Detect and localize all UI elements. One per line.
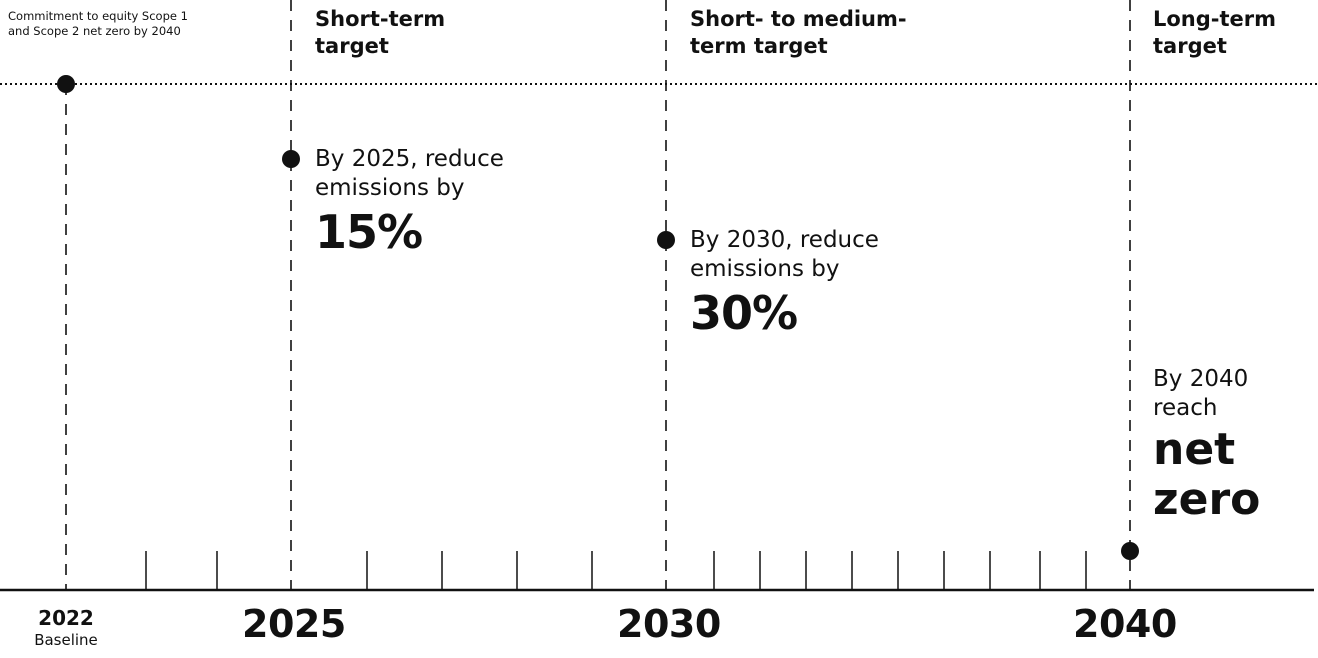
target-line1: By 2025, reduce	[315, 146, 504, 172]
marker-2025	[282, 150, 300, 168]
baseline-note: Commitment to equity Scope 1 and Scope 2…	[8, 9, 188, 38]
phase-label-line1: Short- to medium-	[690, 7, 907, 31]
phase-long-term: Long-term target	[1153, 6, 1276, 60]
phase-label-line2: target	[1153, 34, 1227, 58]
target-line1: By 2030, reduce	[690, 227, 879, 253]
phase-label-line2: term target	[690, 34, 828, 58]
target-value: 30%	[690, 286, 798, 340]
target-line2: emissions by	[690, 256, 840, 282]
target-line1: By 2040	[1153, 366, 1249, 392]
phase-label-line2: target	[315, 34, 389, 58]
target-2025: By 2025, reduce emissions by 15%	[315, 145, 504, 257]
target-line2: emissions by	[315, 175, 465, 201]
year-label-2030: 2030	[617, 602, 721, 646]
phase-short-term: Short-term target	[315, 6, 445, 60]
target-value-line1: net	[1153, 424, 1236, 475]
year-label-2022: 2022	[38, 606, 94, 630]
year-sublabel-baseline: Baseline	[34, 631, 98, 649]
year-label-2040: 2040	[1073, 602, 1177, 646]
marker-2022	[57, 75, 75, 93]
phase-label-line1: Short-term	[315, 7, 446, 31]
marker-2030	[657, 231, 675, 249]
target-value-line2: zero	[1153, 474, 1261, 525]
year-label-2025: 2025	[242, 602, 346, 646]
target-value: 15%	[315, 205, 423, 259]
marker-2040	[1121, 542, 1139, 560]
phase-short-medium-term: Short- to medium- term target	[690, 6, 907, 60]
target-line2: reach	[1153, 395, 1218, 421]
axis-ticks	[145, 551, 1087, 590]
target-2030: By 2030, reduce emissions by 30%	[690, 226, 879, 338]
phase-label-line1: Long-term	[1153, 7, 1277, 31]
target-2040: By 2040 reach net zero	[1153, 365, 1260, 525]
